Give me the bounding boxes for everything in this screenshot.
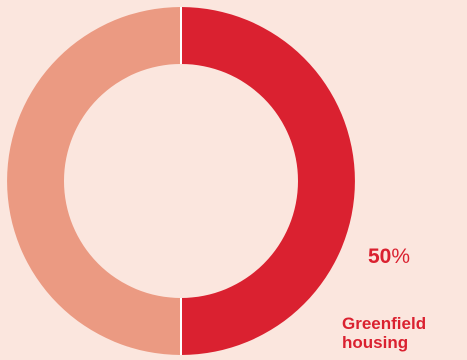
donut-slices [7, 7, 355, 355]
data-label-percent: 50% [368, 244, 410, 270]
donut-slice-0 [181, 7, 355, 355]
donut-slice-1 [7, 7, 182, 355]
category-label-greenfield-housing: Greenfield housing [342, 314, 427, 352]
data-label-unit: % [391, 245, 411, 268]
data-label-value: 50 [368, 245, 392, 268]
